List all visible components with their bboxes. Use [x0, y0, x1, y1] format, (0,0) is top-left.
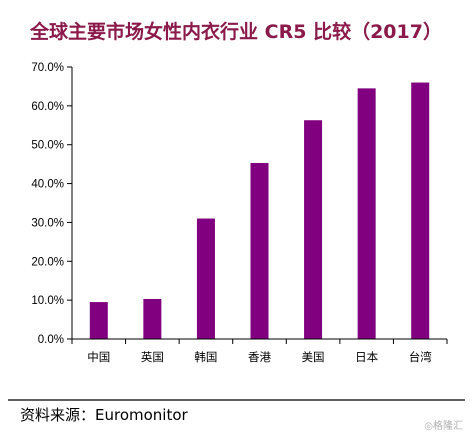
bar — [304, 120, 323, 339]
x-category-label: 中国 — [87, 350, 110, 364]
y-tick-label: 10.0% — [31, 295, 64, 307]
y-tick-label: 20.0% — [31, 256, 64, 268]
bar — [250, 162, 269, 339]
source-label: 资料来源：Euromonitor — [20, 406, 189, 424]
x-axis: 中国 英国 韩国 香港 美国 日本 台湾 — [71, 338, 448, 364]
y-axis: 0.0% 10.0% 20.0% 30.0% 40.0% 50.0% 60.0% 70.0% — [31, 62, 73, 346]
x-category-label: 美国 — [302, 350, 325, 364]
bar — [196, 218, 215, 339]
y-tick-label: 50.0% — [31, 140, 64, 152]
bar — [143, 298, 162, 339]
y-tick-label: 40.0% — [31, 179, 64, 191]
y-tick-label: 70.0% — [31, 62, 64, 74]
x-category-label: 香港 — [248, 350, 271, 364]
x-category-label: 日本 — [355, 350, 378, 364]
x-category-label: 英国 — [141, 350, 164, 364]
bars — [89, 82, 430, 340]
chart-title: 全球主要市场女性内衣行业 CR5 比较（2017） — [29, 20, 442, 43]
watermark: ◎格隆汇 — [424, 419, 463, 432]
bar — [89, 302, 108, 339]
x-category-label: 台湾 — [409, 350, 432, 364]
y-tick-label: 60.0% — [31, 101, 64, 113]
bar — [357, 88, 376, 339]
x-category-label: 韩国 — [194, 350, 217, 364]
y-tick-label: 30.0% — [31, 217, 64, 229]
y-tick-label: 0.0% — [38, 334, 64, 346]
bar — [411, 82, 430, 340]
